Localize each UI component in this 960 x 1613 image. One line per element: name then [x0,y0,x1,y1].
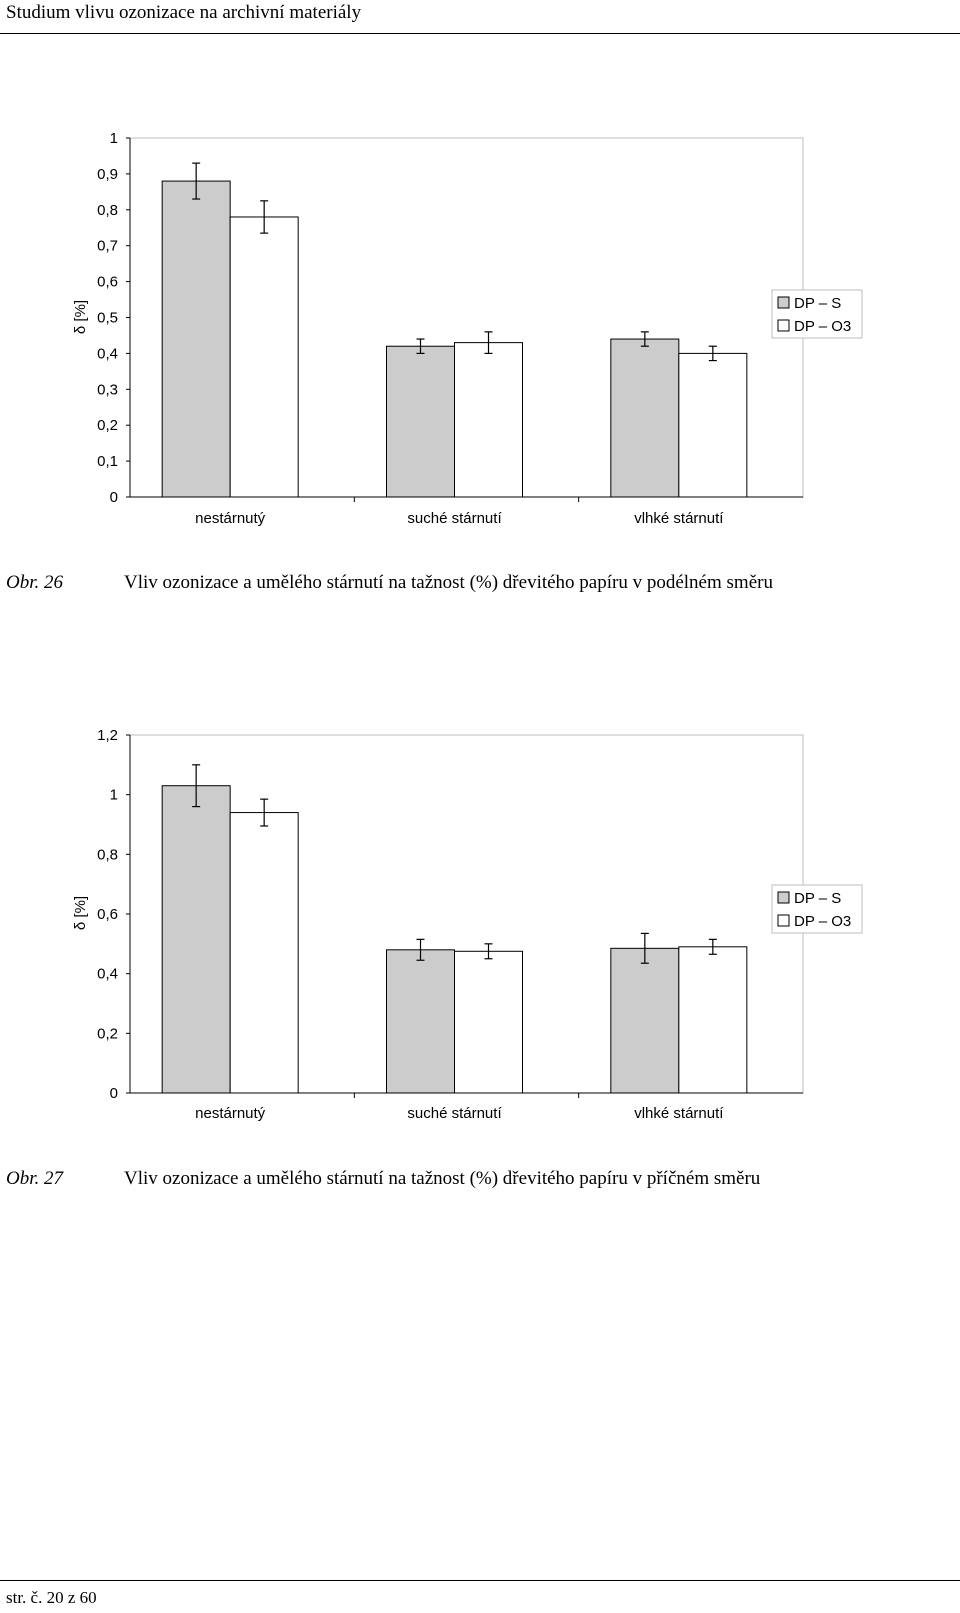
y-tick-label: 0,4 [97,345,118,362]
bar [161,180,231,498]
figure-caption-text: Vliv ozonizace a umělého stárnutí na taž… [124,572,773,593]
y-tick-label: 0 [110,1085,118,1102]
bar [610,947,680,1094]
legend-swatch [777,296,790,309]
y-tick-label: 0,8 [97,202,118,219]
legend-swatch [777,914,790,927]
bar [161,785,231,1094]
header-rule [0,33,960,34]
legend-swatch [777,319,790,332]
y-tick-label: 0,4 [97,966,118,983]
y-tick-label: 0,3 [97,381,118,398]
y-tick-label: 0,5 [97,310,118,327]
category-label: suché stárnutí [407,510,502,527]
legend-swatch [777,891,790,904]
y-tick-label: 0,7 [97,238,118,255]
category-label: nestárnutý [195,510,266,527]
y-axis-label: δ [%] [72,300,89,334]
figure-caption-text: Vliv ozonizace a umělého stárnutí na taž… [124,1168,761,1189]
footer-rule [0,1580,960,1581]
bar [678,946,748,1094]
page-number: str. č. 20 z 60 [6,1588,97,1607]
y-tick-label: 0,2 [97,1025,118,1042]
y-tick-label: 0,2 [97,417,118,434]
bar [678,352,748,498]
y-tick-label: 0,9 [97,166,118,183]
bar [229,216,299,498]
category-label: nestárnutý [195,1105,266,1122]
bar [386,949,455,1094]
legend-label: DP – O3 [794,318,851,335]
bar [454,950,523,1094]
header-title: Studium vlivu ozonizace na archivní mate… [6,2,362,23]
bar [229,812,299,1094]
figure-number: Obr. 26 [6,572,64,593]
bar [386,345,455,498]
y-tick-label: 1 [110,130,118,147]
legend-label: DP – S [794,890,841,907]
bar [454,342,523,498]
chart-longitudinal: 0 0,1 0,2 0,3 0,4 0,5 0,6 0,7 0,8 0,9 1 δ [%] nestár… [72,130,863,527]
figure-number: Obr. 27 [6,1168,64,1189]
y-tick-label: 0,6 [97,906,118,923]
legend-label: DP – O3 [794,913,851,930]
y-tick-label: 1,2 [97,727,118,744]
legend-label: DP – S [794,295,841,312]
y-tick-label: 0,6 [97,274,118,291]
chart-transverse: 0 0,2 0,4 0,6 0,8 1 1,2 δ [%] nestárnutý suché st… [72,727,863,1122]
category-label: vlhké stárnutí [634,510,724,527]
y-tick-label: 0,1 [97,453,118,470]
page-header: Studium vlivu ozonizace na archivní mate… [0,0,960,36]
y-tick-label: 0 [110,489,118,506]
bar [610,338,680,498]
category-label: vlhké stárnutí [634,1105,724,1122]
y-tick-label: 0,8 [97,846,118,863]
y-tick-label: 1 [110,787,118,804]
category-label: suché stárnutí [407,1105,502,1122]
y-axis-label: δ [%] [72,896,89,930]
